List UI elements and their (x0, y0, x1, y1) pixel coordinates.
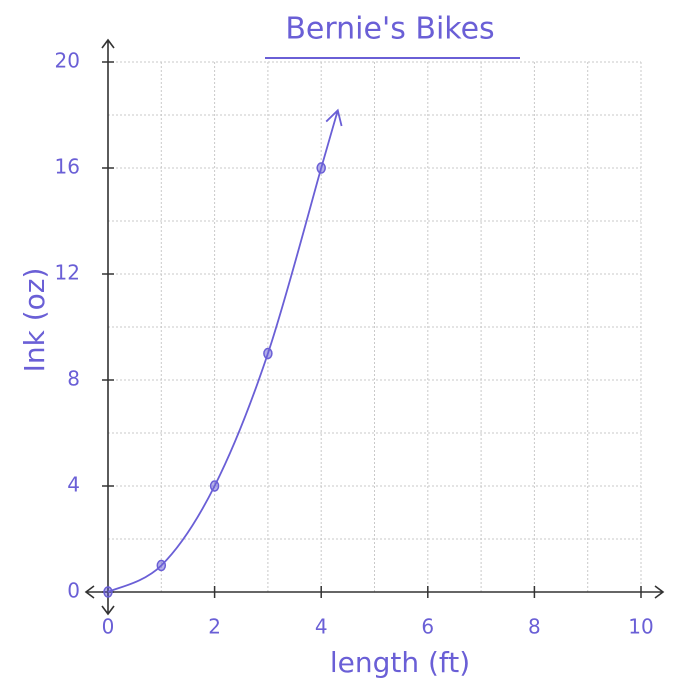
y-tick-label: 20 (55, 49, 80, 73)
y-tick-label: 0 (67, 579, 80, 603)
point (211, 481, 219, 491)
y-tick-label: 16 (55, 155, 80, 179)
point (317, 163, 325, 173)
x-axis-label: length (ft) (330, 646, 470, 679)
x-tick-label: 6 (421, 615, 434, 639)
x-tick-label: 8 (528, 615, 541, 639)
y-tick-label: 8 (67, 367, 80, 391)
chart: Bernie's Bikes length (ft) Ink (oz) 0 2 4 6… (0, 0, 678, 700)
y-tick-label: 4 (67, 473, 80, 497)
point (264, 349, 272, 359)
curve-arrow (321, 110, 341, 168)
x-tick-label: 2 (208, 615, 221, 639)
chart-title: Bernie's Bikes (285, 12, 494, 47)
point (104, 587, 112, 597)
x-tick-label: 10 (628, 615, 653, 639)
x-tick-label: 0 (102, 615, 115, 639)
point (157, 561, 165, 571)
x-tick-label: 4 (315, 615, 328, 639)
y-tick-label: 12 (55, 261, 80, 285)
y-axis-label: Ink (oz) (18, 268, 51, 373)
